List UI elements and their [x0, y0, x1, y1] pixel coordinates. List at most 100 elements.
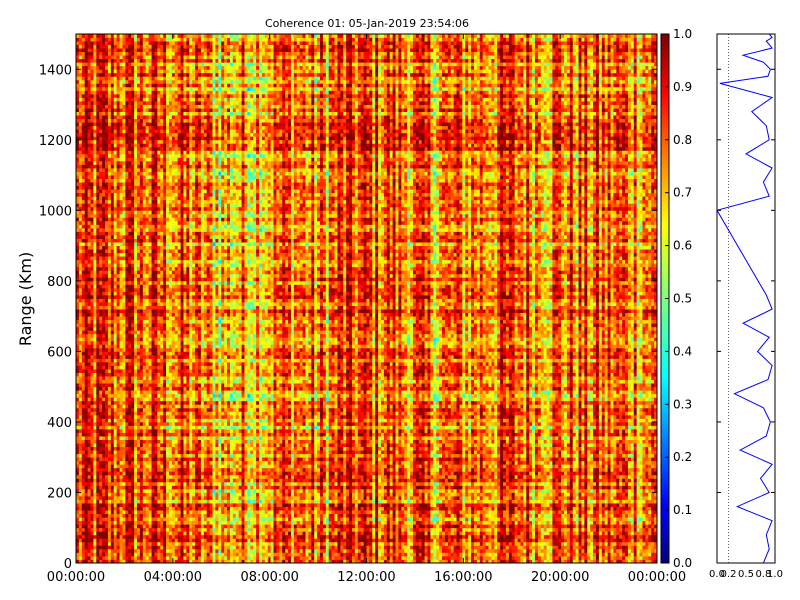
heatmap-cell [151, 231, 155, 236]
heatmap-cell [160, 44, 164, 49]
heatmap-cell [90, 517, 94, 522]
heatmap-cell [119, 432, 123, 437]
heatmap-cell [113, 534, 118, 539]
heatmap-cell [168, 347, 173, 352]
heatmap-cell [116, 414, 120, 419]
heatmap-cell [160, 340, 164, 345]
heatmap-cell [151, 471, 155, 476]
heatmap-cell [81, 101, 86, 105]
heatmap-cell [110, 249, 115, 254]
heatmap-cell [99, 379, 103, 384]
heatmap-cell [139, 132, 144, 137]
heatmap-cell [125, 344, 129, 349]
heatmap-cell [134, 199, 138, 204]
heatmap-cell [78, 101, 83, 105]
heatmap-cell [102, 249, 106, 254]
heatmap-cell [81, 185, 86, 190]
heatmap-cell [163, 231, 167, 236]
heatmap-cell [134, 51, 138, 56]
heatmap-cell [148, 450, 152, 455]
heatmap-cell [154, 428, 158, 433]
heatmap-cell [145, 506, 150, 511]
heatmap-cell [110, 488, 115, 493]
heatmap-cell [142, 492, 147, 497]
heatmap-cell [107, 418, 112, 423]
heatmap-cell [113, 62, 118, 67]
heatmap-cell [160, 270, 164, 275]
heatmap-cell [154, 531, 158, 536]
heatmap-cell [145, 323, 150, 328]
heatmap-cell [139, 270, 144, 275]
heatmap-cell [81, 358, 86, 363]
heatmap-cell [87, 460, 91, 465]
heatmap-cell [102, 397, 106, 402]
heatmap-cell [81, 436, 86, 440]
heatmap-cell [76, 235, 80, 239]
heatmap-cell [154, 242, 158, 246]
heatmap-cell [78, 79, 83, 84]
heatmap-cell [90, 231, 94, 236]
heatmap-cell [93, 411, 97, 416]
heatmap-cell [87, 58, 91, 63]
heatmap-cell [145, 182, 150, 187]
heatmap-cell [139, 383, 144, 388]
heatmap-cell [139, 464, 144, 469]
heatmap-cell [137, 178, 141, 183]
heatmap-cell [166, 227, 170, 232]
heatmap-cell [87, 277, 91, 282]
heatmap-cell [116, 171, 120, 176]
heatmap-cell [137, 108, 141, 112]
heatmap-cell [119, 369, 123, 373]
heatmap-cell [81, 316, 86, 321]
heatmap-cell [137, 238, 141, 243]
heatmap-cell [160, 383, 164, 388]
heatmap-cell [139, 376, 144, 381]
heatmap-cell [99, 227, 103, 232]
heatmap-cell [90, 344, 94, 349]
heatmap-cell [81, 153, 86, 158]
heatmap-cell [154, 545, 158, 550]
heatmap-cell [81, 55, 86, 60]
heatmap-cell [78, 347, 83, 352]
heatmap-cell [151, 252, 155, 257]
heatmap-cell [154, 171, 158, 176]
heatmap-cell [102, 513, 106, 518]
heatmap-cell [81, 555, 86, 560]
heatmap-cell [168, 333, 173, 338]
heatmap-cell [137, 139, 141, 144]
heatmap-cell [163, 206, 167, 211]
heatmap-cell [78, 69, 83, 74]
heatmap-cell [166, 354, 170, 359]
heatmap-cell [134, 122, 138, 127]
heatmap-cell [84, 344, 89, 349]
heatmap-cell [134, 467, 138, 472]
heatmap-cell [122, 51, 126, 56]
heatmap-cell [119, 386, 123, 391]
heatmap-cell [78, 495, 83, 500]
heatmap-cell [107, 552, 112, 557]
heatmap-cell [99, 213, 103, 218]
heatmap-cell [107, 273, 112, 278]
heatmap-cell [125, 305, 129, 310]
heatmap-cell [102, 196, 106, 201]
heatmap-cell [145, 517, 150, 522]
heatmap-cell [99, 464, 103, 469]
heatmap-cell [119, 79, 123, 84]
heatmap-cell [163, 517, 167, 522]
heatmap-cell [122, 559, 126, 564]
heatmap-cell [87, 51, 91, 56]
heatmap-cell [145, 108, 150, 112]
heatmap-cell [157, 485, 161, 490]
heatmap-cell [122, 319, 126, 324]
heatmap-cell [157, 143, 161, 148]
heatmap-cell [145, 125, 150, 130]
heatmap-cell [113, 393, 118, 398]
heatmap-cell [160, 418, 164, 423]
heatmap-cell [142, 227, 147, 232]
heatmap-cell [81, 171, 86, 176]
heatmap-cell [93, 111, 97, 116]
heatmap-cell [166, 386, 170, 391]
heatmap-cell [163, 280, 167, 285]
heatmap-cell [166, 206, 170, 211]
heatmap-cell [102, 37, 106, 42]
